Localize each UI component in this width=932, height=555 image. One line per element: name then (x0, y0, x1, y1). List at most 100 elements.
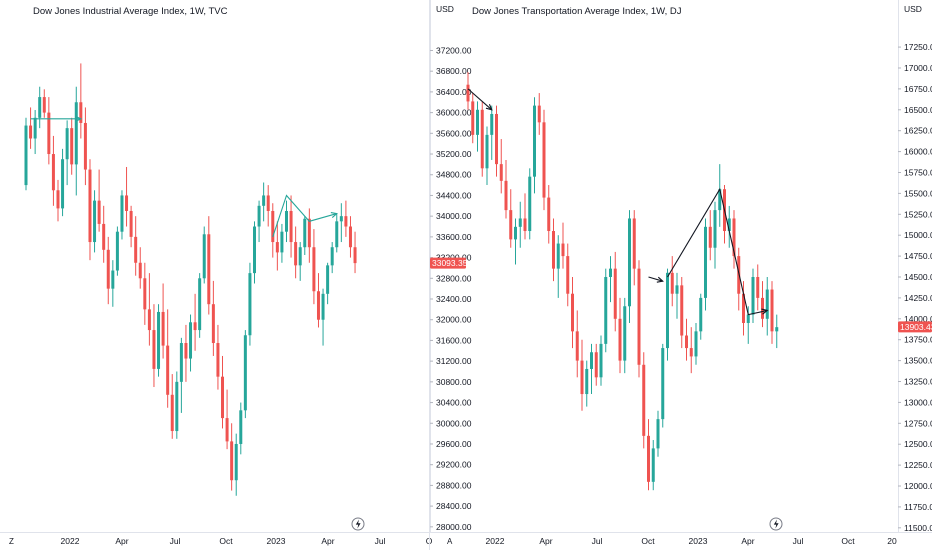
candle-body (298, 247, 302, 266)
right-price-axis[interactable]: 11500.00 11750.00 12000.00 12250.00 12500.00… (898, 0, 932, 533)
left-lightning-button[interactable] (351, 517, 365, 531)
left-y-tick-label: 32800.00 (436, 273, 472, 283)
left-candle (38, 86, 42, 129)
left-y-tick-label: 28800.00 (436, 480, 472, 490)
right-candle (504, 159, 508, 219)
right-candle (604, 268, 608, 353)
right-candle (618, 297, 622, 374)
candle-body (230, 441, 234, 481)
left-candle (179, 337, 183, 413)
left-price-axis[interactable]: 28000.00 28400.00 28800.00 29200.00 29600.00… (430, 0, 472, 532)
left-y-tick-label: 31600.00 (436, 335, 472, 345)
candle-body (656, 419, 660, 449)
candle-body (65, 128, 69, 160)
left-candle (79, 63, 83, 139)
candle-body (143, 278, 147, 310)
candle-body (83, 122, 87, 170)
candle-body (170, 394, 174, 432)
right-x-tick-label: Apr (539, 536, 552, 546)
right-time-axis[interactable]: 2022 Apr Jul Oct 2023 Apr Jul Oct 20 (430, 532, 932, 547)
candle-body (79, 102, 83, 123)
left-candle (166, 309, 170, 408)
right-last-price-label: 13903.43 (900, 322, 932, 332)
right-candle (651, 440, 655, 491)
left-y-tick-label: 31200.00 (436, 356, 472, 366)
left-candle (70, 117, 74, 175)
right-candle (632, 210, 636, 286)
right-candle (509, 189, 513, 248)
candle-body (157, 311, 161, 369)
candle-body (480, 109, 484, 169)
right-candle (533, 97, 536, 194)
right-y-tick-label: 13000.00 (904, 397, 932, 407)
right-x-tick-label: 2022 (486, 536, 505, 546)
candle-body (585, 368, 589, 395)
left-y-tick-label: 32400.00 (436, 294, 472, 304)
right-candle (590, 343, 593, 395)
candle-body (476, 109, 479, 135)
right-corner-label[interactable]: A (447, 537, 453, 546)
candle-body (685, 335, 688, 349)
candle-body (746, 314, 750, 323)
candle-body (756, 277, 760, 298)
right-candle (699, 293, 703, 340)
left-y-tick-label: 33600.00 (436, 232, 472, 242)
right-candle (480, 101, 484, 177)
candle-body (713, 210, 717, 248)
candle-body (280, 231, 284, 253)
candle-body (61, 159, 65, 209)
candle-body (33, 117, 37, 139)
left-y-tick-label: 29200.00 (436, 460, 472, 470)
candle-body (284, 210, 288, 232)
candle-body (770, 289, 774, 332)
candle-body (161, 311, 165, 346)
left-candle (129, 205, 133, 248)
right-candle (708, 210, 712, 261)
right-candle (647, 419, 650, 491)
left-arrow-head (75, 115, 83, 122)
right-candles-layer (466, 72, 779, 491)
candle-body (718, 189, 722, 211)
left-trend-arrow[interactable] (272, 194, 337, 238)
candle-body (599, 343, 603, 378)
right-y-tick-label: 16500.00 (904, 105, 932, 115)
right-y-tick-label: 17250.00 (904, 42, 932, 52)
left-arrow-head (330, 211, 338, 218)
candle-body (243, 335, 247, 411)
right-trend-arrow[interactable] (667, 187, 768, 316)
left-candles-layer (24, 63, 357, 496)
right-x-tick-label: Oct (641, 536, 655, 546)
right-x-tick-label: Apr (741, 536, 754, 546)
left-axis-unit: USD (436, 4, 454, 14)
candle-body (704, 226, 707, 298)
left-candle (312, 229, 316, 305)
right-lightning-button[interactable] (769, 517, 783, 531)
right-trend-arrow[interactable] (467, 88, 493, 111)
candle-body (344, 216, 348, 227)
left-annotations-layer (30, 115, 338, 238)
candle-body (637, 268, 641, 365)
left-candle (353, 231, 357, 274)
left-last-price-badge: 33093.35 (430, 257, 468, 269)
right-y-tick-label: 16750.00 (904, 84, 932, 94)
left-candle (339, 203, 343, 243)
right-chart-pane[interactable]: 11500.00 11750.00 12000.00 12250.00 12500.00… (430, 0, 932, 546)
candle-body (613, 268, 617, 319)
candle-body (618, 318, 622, 361)
candle-body (651, 448, 655, 482)
candle-body (275, 242, 279, 253)
left-y-tick-label: 34800.00 (436, 170, 472, 180)
right-trend-arrow[interactable] (648, 276, 663, 282)
left-candle (335, 213, 339, 253)
candle-body (623, 306, 627, 361)
right-x-tick-label: Oct (841, 536, 855, 546)
left-candle (106, 236, 110, 305)
left-x-tick-label: Jul (170, 536, 181, 546)
right-chart-title: Dow Jones Transportation Average Index, … (472, 6, 682, 17)
left-candle (184, 324, 188, 382)
left-corner-label[interactable]: Z (9, 537, 14, 546)
candle-body (485, 134, 489, 169)
candle-body (594, 352, 598, 378)
candle-body (193, 322, 197, 331)
